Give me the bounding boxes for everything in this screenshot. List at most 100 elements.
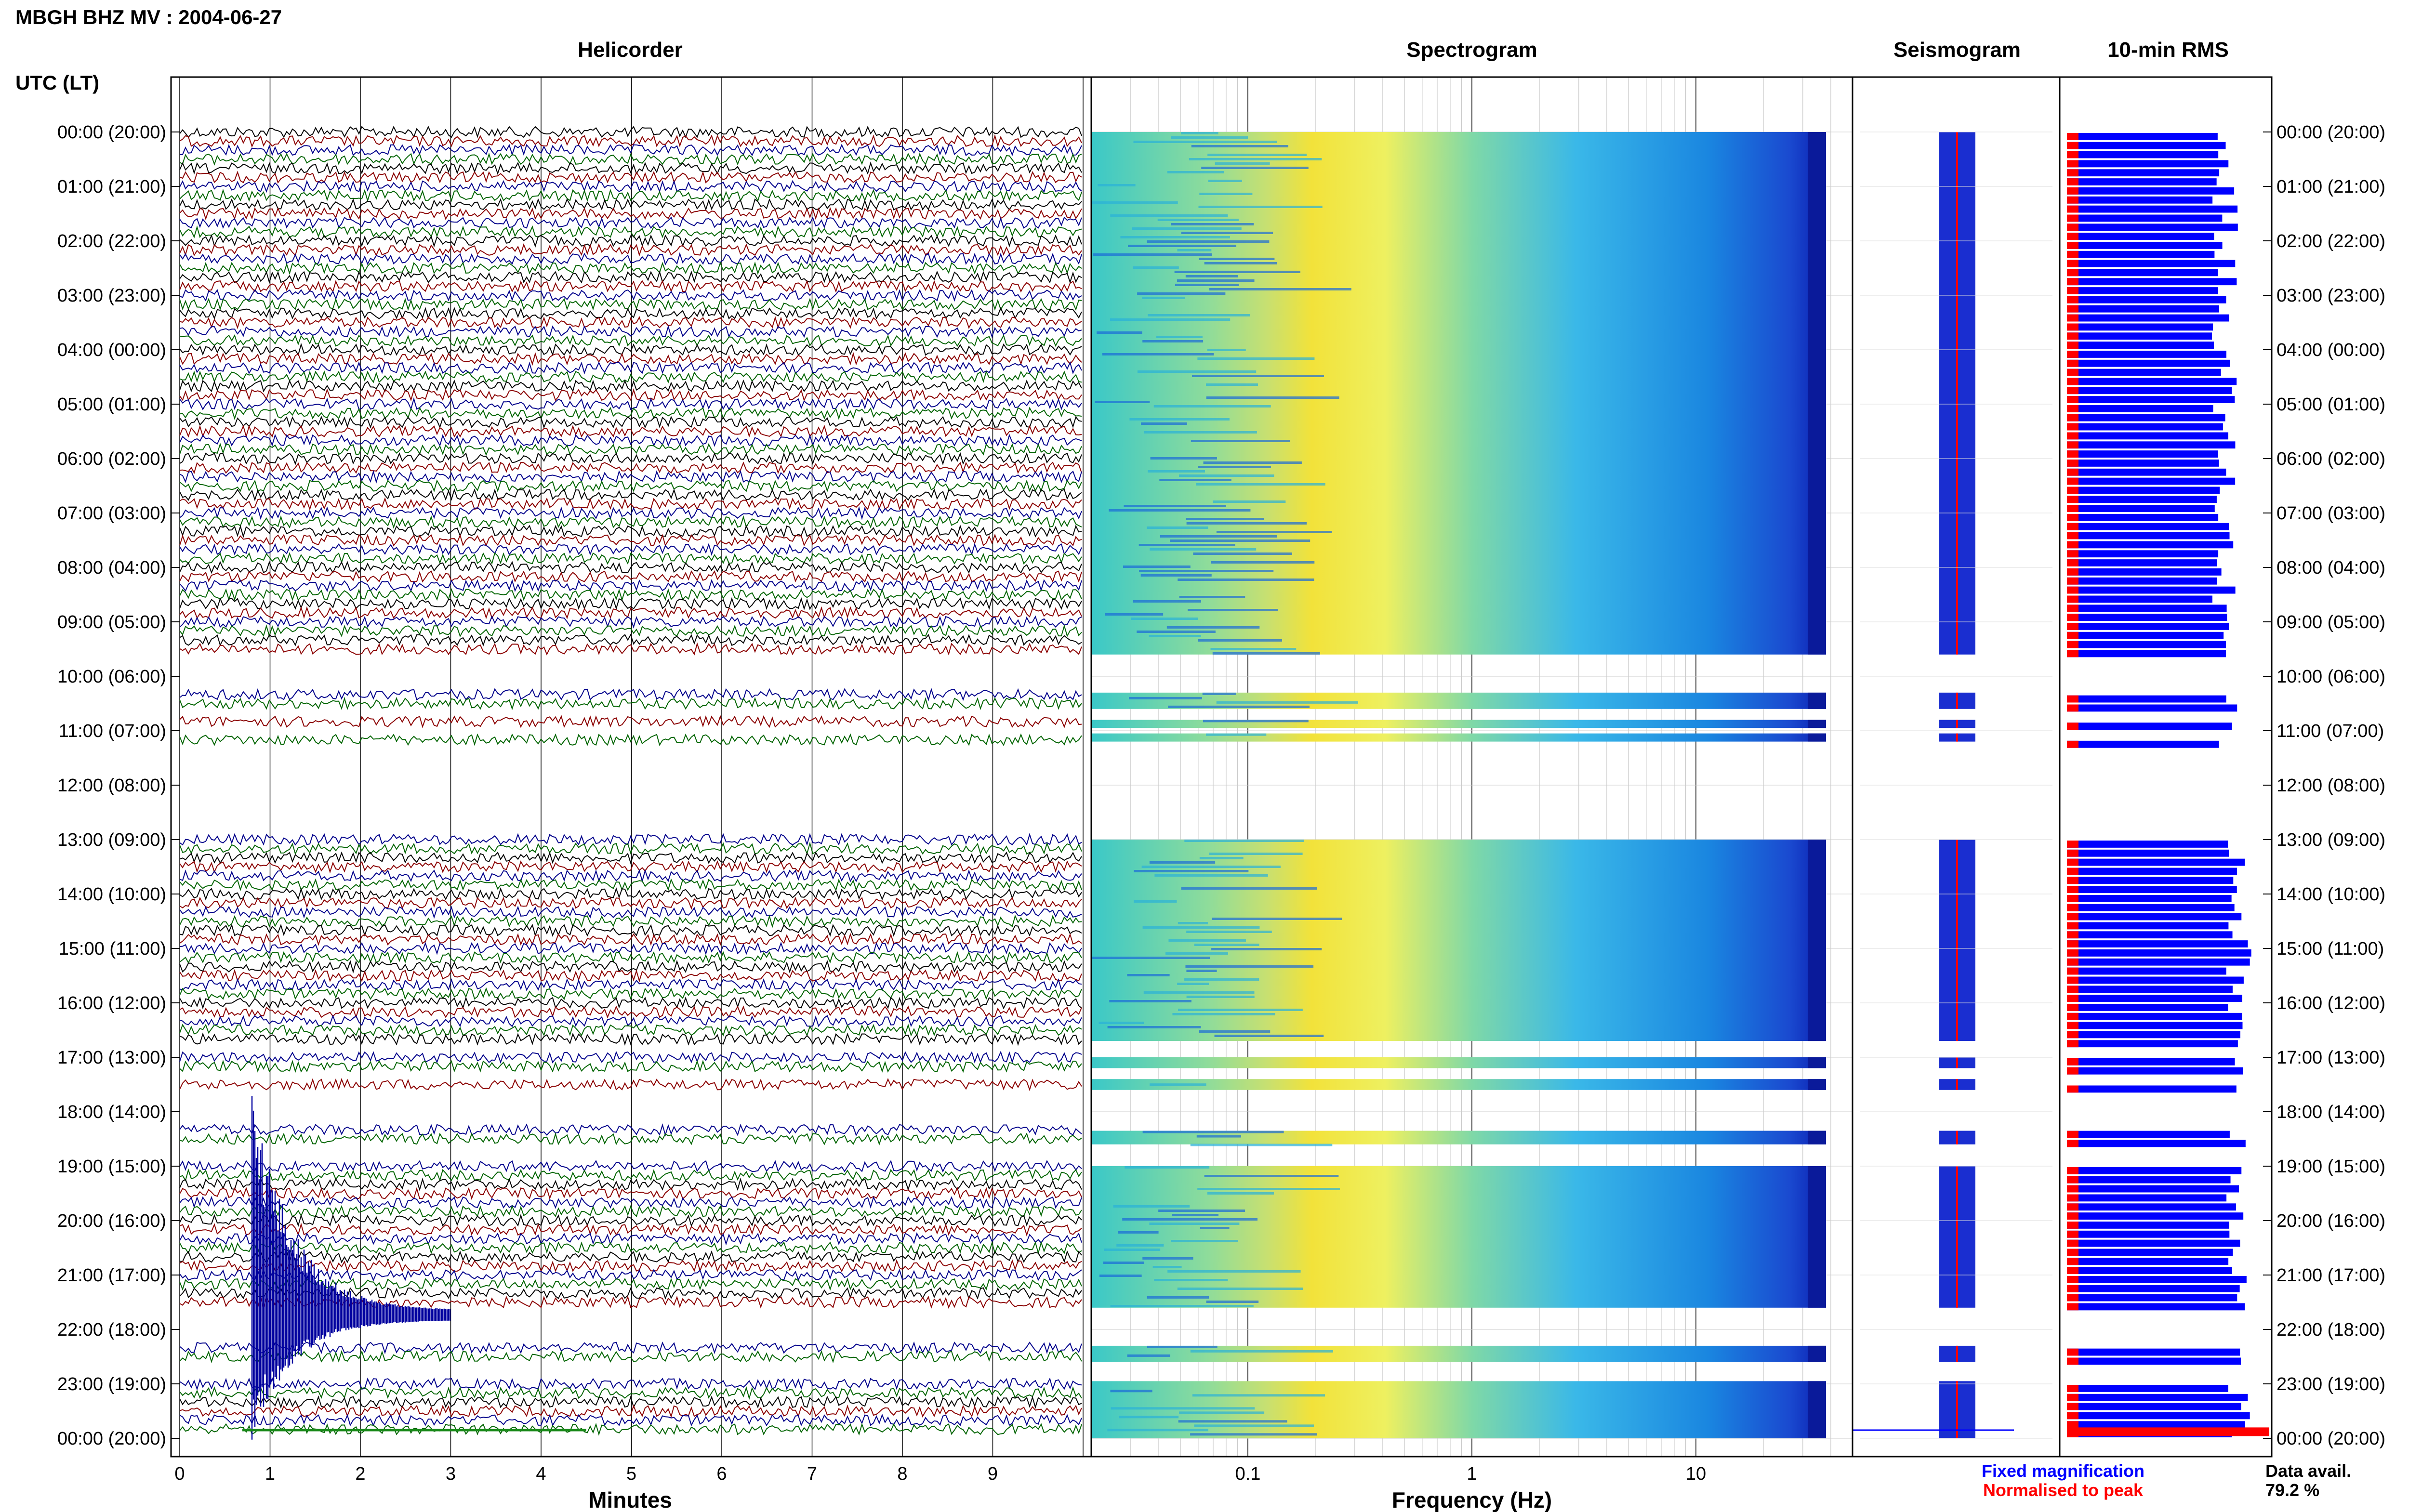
spectrogram-speckle [1206, 383, 1258, 386]
spectrogram-speckle [1105, 613, 1164, 616]
rms-bar-normalised [2067, 586, 2078, 594]
helicorder-trace [179, 243, 1082, 257]
minute-tick: 3 [446, 1464, 456, 1484]
spectrogram-speckle [1211, 948, 1322, 950]
spectrogram-speckle [1189, 158, 1322, 160]
rms-bar [2067, 187, 2235, 195]
time-tick-left: 03:00 (23:00) [57, 286, 166, 306]
seismogram-traces [1853, 131, 2052, 1439]
time-ticks-right: 00:00 (20:00) 01:00 (21:00) 02:00 (22:00) 0… [2263, 122, 2385, 1449]
rms-bar-normalised [2067, 151, 2078, 158]
helicorder-trace [179, 388, 1082, 402]
spectrogram-speckle [1103, 1262, 1144, 1264]
rms-bar-normalised [2067, 559, 2078, 566]
helicorder-trace [179, 1223, 1082, 1237]
panel-title-rms: 10-min RMS [2107, 38, 2229, 62]
rms-bar [2067, 1031, 2240, 1039]
helicorder-trace [179, 144, 1082, 157]
spectrogram-edge [1808, 1345, 1826, 1362]
rms-bar-normalised [2067, 323, 2078, 331]
time-tick-left: 06:00 (02:00) [57, 449, 166, 469]
rms-bar [2067, 523, 2229, 530]
rms-bar [2067, 514, 2219, 521]
rms-bar [2067, 1085, 2237, 1093]
rms-bar [2067, 1348, 2240, 1356]
spectrogram-speckle [1174, 271, 1300, 273]
spectrogram-speckle [1142, 1257, 1193, 1260]
rms-bar-normalised [2067, 614, 2078, 621]
helicorder-trace [179, 1196, 1082, 1209]
spectrogram-speckle [1204, 262, 1277, 264]
helicorder-trace [179, 878, 1082, 892]
minute-tick: 2 [355, 1464, 365, 1484]
rms-bar [2067, 949, 2251, 957]
rms-bar [2067, 224, 2238, 231]
spectrogram-speckle [1168, 705, 1310, 708]
spectrogram-speckle [1156, 336, 1203, 338]
helicorder-trace [179, 234, 1082, 248]
spectrogram-speckle [1198, 466, 1271, 468]
time-tick-left: 16:00 (12:00) [57, 993, 166, 1013]
rms-bar [2067, 614, 2227, 621]
spectrogram-speckle [1186, 931, 1272, 933]
rms-bar-normalised [2067, 904, 2078, 911]
spectrogram-speckle [1197, 1188, 1340, 1190]
spectrogram-speckle [1212, 652, 1320, 655]
spectrogram-speckle [1191, 145, 1288, 147]
rms-bar [2067, 1239, 2240, 1247]
spectrogram-speckle [1113, 1205, 1190, 1208]
helicorder-trace [179, 969, 1082, 983]
spectrogram-speckle [1141, 422, 1187, 425]
rms-bar-normalised [2067, 1194, 2078, 1202]
spectrogram-speckle [1181, 232, 1273, 234]
spectrogram-speckle [1190, 1144, 1333, 1146]
spectrogram-speckle [1131, 618, 1198, 620]
minute-tick: 0 [174, 1464, 185, 1484]
spectrogram-speckle [1168, 939, 1246, 942]
data-avail-value: 79.2 % [2265, 1480, 2319, 1500]
rms-bar [2067, 432, 2228, 440]
rms-bar-normalised [2067, 1357, 2078, 1365]
figure-title: MBGH BHZ MV : 2004-06-27 [15, 6, 282, 28]
rms-bar-normalised [2067, 187, 2078, 195]
spectrogram-speckle [1107, 1429, 1208, 1432]
rms-bar [2067, 196, 2213, 204]
rms-bar-normalised [2067, 1249, 2078, 1256]
spectrogram-speckle [1190, 1350, 1333, 1353]
rms-bar [2067, 913, 2242, 920]
spectrogram-speckle [1123, 565, 1191, 568]
helicorder-trace [179, 424, 1082, 439]
seismogram-panel [1852, 76, 2061, 1458]
spectrogram-speckle [1137, 370, 1257, 373]
legend-fixed: Fixed magnification [1982, 1461, 2144, 1481]
spectrogram-speckle [1157, 219, 1239, 221]
spectrogram-speckle [1181, 132, 1218, 134]
spectrogram-speckle [1140, 574, 1212, 577]
helicorder-trace [179, 397, 1082, 410]
spectrogram-speckle [1149, 861, 1216, 864]
helicorder-trace [179, 152, 1082, 166]
rms-bar [2067, 532, 2230, 539]
rms-bar [2067, 214, 2223, 222]
spectrogram-speckle [1137, 292, 1226, 295]
rms-bar [2067, 1276, 2247, 1283]
helicorder-trace [179, 1177, 1082, 1192]
minute-tick: 8 [897, 1464, 907, 1484]
spectrogram-speckle [1142, 340, 1204, 342]
rms-bar-normalised [2067, 1276, 2078, 1283]
rms-bar [2067, 1131, 2230, 1138]
rms-bar-normalised [2067, 296, 2078, 303]
rms-bar [2067, 359, 2230, 367]
helicorder-trace [179, 470, 1082, 484]
helicorder-trace [179, 1014, 1082, 1027]
time-tick-left: 23:00 (19:00) [57, 1374, 166, 1394]
rms-bar-normalised [2067, 514, 2078, 521]
helicorder-trace [179, 497, 1082, 511]
spectrogram-speckle [1201, 167, 1309, 169]
rms-bar-normalised [2067, 841, 2078, 848]
spectrogram-speckle [1116, 1244, 1164, 1247]
rms-bar [2067, 351, 2226, 358]
time-tick-right: 21:00 (17:00) [2277, 1265, 2385, 1286]
spectrogram-speckle [1192, 1394, 1325, 1397]
spectrogram-speckle [1109, 509, 1251, 512]
